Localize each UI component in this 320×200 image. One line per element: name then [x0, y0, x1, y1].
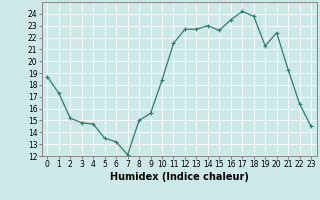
X-axis label: Humidex (Indice chaleur): Humidex (Indice chaleur) — [110, 172, 249, 182]
